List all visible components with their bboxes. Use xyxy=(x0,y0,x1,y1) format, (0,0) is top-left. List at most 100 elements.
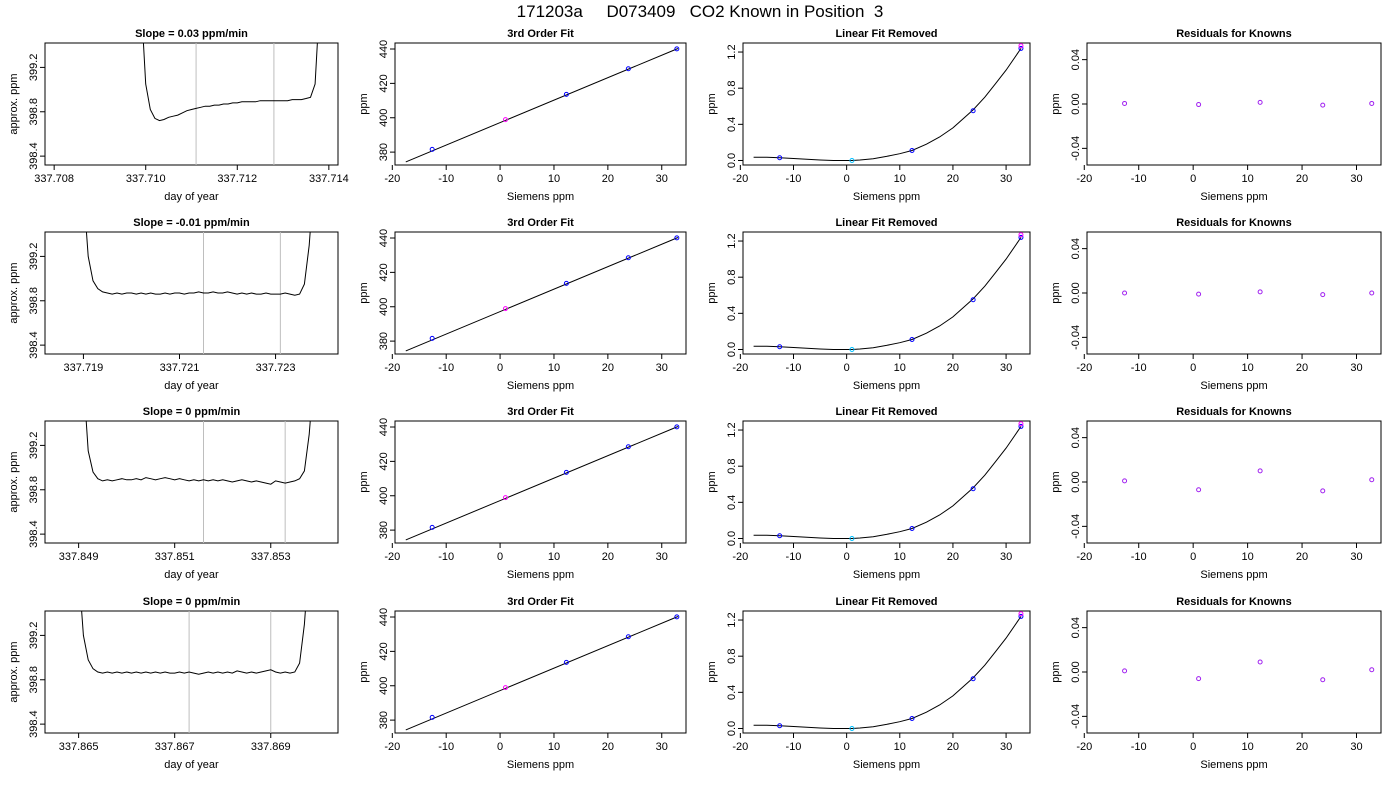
x-tick-label: -10 xyxy=(438,173,454,185)
y-tick-label: 400 xyxy=(378,487,390,505)
data-point xyxy=(1320,488,1326,494)
fit-line xyxy=(405,237,679,352)
y-tick-label: 399.2 xyxy=(28,243,40,271)
data-point xyxy=(625,634,631,640)
x-axis-label: Siemens ppm xyxy=(1200,380,1267,392)
y-tick-label: 0.00 xyxy=(1070,282,1082,303)
x-axis-label: Siemens ppm xyxy=(507,380,574,392)
panel-title: Linear Fit Removed xyxy=(835,28,937,40)
y-tick-label: 0.8 xyxy=(726,81,738,96)
data-point xyxy=(563,91,569,97)
data-point xyxy=(563,659,569,665)
data-point xyxy=(970,486,976,492)
plot-area xyxy=(405,616,679,731)
x-tick-label: 337.721 xyxy=(160,362,200,374)
data-point xyxy=(777,344,783,350)
panel-title: Residuals for Knowns xyxy=(1176,28,1292,40)
x-tick-label: 0 xyxy=(844,173,850,185)
x-axis-label: Siemens ppm xyxy=(507,569,574,581)
x-tick-label: -10 xyxy=(438,551,454,563)
data-point xyxy=(625,66,631,72)
x-axis-label: Siemens ppm xyxy=(507,191,574,203)
y-tick-label: 399.2 xyxy=(28,432,40,460)
x-tick-label: -20 xyxy=(732,362,748,374)
x-axis-label: day of year xyxy=(164,759,219,771)
plot-area xyxy=(405,426,679,541)
panel-title: Linear Fit Removed xyxy=(835,596,937,608)
fit-curve xyxy=(753,616,1022,729)
x-tick-label: 30 xyxy=(1350,362,1362,374)
data-point xyxy=(674,235,680,241)
x-tick-label: 10 xyxy=(894,362,906,374)
plot-frame xyxy=(742,42,1031,166)
plot-frame xyxy=(394,420,687,544)
data-point xyxy=(1257,659,1263,665)
x-tick-label: -20 xyxy=(732,551,748,563)
y-tick-label: 420 xyxy=(378,452,390,470)
panel-r2-c4: Residuals for Knowns -20 -10 0 10 20 30 -0.04 0.… xyxy=(1050,217,1382,392)
panel-r3-c1: Slope = 0 ppm/min 337.849 337.851 337.853 39… xyxy=(8,406,339,581)
data-point xyxy=(429,524,435,530)
y-tick-label: 420 xyxy=(378,74,390,92)
y-axis-label: approx. ppm xyxy=(8,73,20,134)
y-axis-label: approx. ppm xyxy=(8,262,20,323)
data-point xyxy=(1196,487,1202,493)
fit-curve xyxy=(753,237,1022,350)
y-tick-label: 0.04 xyxy=(1070,49,1082,70)
data-point xyxy=(1122,100,1128,106)
x-tick-label: -20 xyxy=(384,362,400,374)
y-tick-label: 0.04 xyxy=(1070,617,1082,638)
y-tick-label: 0.00 xyxy=(1070,93,1082,114)
y-tick-label: 440 xyxy=(378,40,390,58)
data-point xyxy=(849,725,855,731)
x-tick-label: 0 xyxy=(497,741,503,753)
y-tick-label: -0.04 xyxy=(1070,325,1082,350)
y-tick-label: 398.4 xyxy=(28,520,40,548)
y-tick-label: 0.0 xyxy=(726,721,738,736)
x-tick-label: 30 xyxy=(1000,173,1012,185)
data-point xyxy=(1018,45,1024,51)
panel-r1-c2: 3rd Order Fit -20 -10 0 10 20 30 380 400 420 440 Si… xyxy=(358,28,687,203)
data-point xyxy=(502,685,508,691)
x-axis-label: Siemens ppm xyxy=(853,191,920,203)
x-tick-label: 30 xyxy=(1350,551,1362,563)
y-tick-label: 0.0 xyxy=(726,531,738,546)
x-tick-label: 0 xyxy=(1190,551,1196,563)
data-point xyxy=(625,255,631,261)
data-point xyxy=(674,424,680,430)
x-tick-label: 10 xyxy=(548,551,560,563)
x-axis-label: Siemens ppm xyxy=(853,759,920,771)
x-tick-label: -10 xyxy=(1131,362,1147,374)
y-tick-label: 440 xyxy=(378,418,390,436)
y-axis-label: ppm xyxy=(358,661,370,682)
panel-r4-c4: Residuals for Knowns -20 -10 0 10 20 30 -0.04 0.… xyxy=(1050,596,1382,771)
data-point xyxy=(1369,667,1375,673)
data-point xyxy=(1018,232,1024,238)
x-tick-label: 30 xyxy=(1000,362,1012,374)
data-point xyxy=(429,714,435,720)
panel-r3-c2: 3rd Order Fit -20 -10 0 10 20 30 380 400 420 440 Si… xyxy=(358,406,687,581)
panel-r2-c3: Linear Fit Removed -20 -10 0 10 20 30 0.0 0.4 0.8… xyxy=(706,217,1031,392)
data-line xyxy=(81,611,306,675)
x-tick-label: 20 xyxy=(602,173,614,185)
plot-frame xyxy=(44,42,339,166)
y-tick-label: 0.00 xyxy=(1070,661,1082,682)
x-tick-label: 337.714 xyxy=(309,173,349,185)
y-axis-label: ppm xyxy=(1050,282,1062,303)
panel-title: Slope = 0.03 ppm/min xyxy=(135,28,248,40)
x-tick-label: 337.723 xyxy=(256,362,296,374)
plot-area xyxy=(85,421,311,543)
data-point xyxy=(909,148,915,154)
x-axis-label: Siemens ppm xyxy=(507,759,574,771)
data-line xyxy=(142,43,318,122)
data-point xyxy=(1018,611,1024,617)
x-tick-label: 30 xyxy=(1350,173,1362,185)
plot-frame xyxy=(742,231,1031,355)
data-point xyxy=(1122,290,1128,296)
data-point xyxy=(1320,292,1326,298)
panel-title: Linear Fit Removed xyxy=(835,406,937,418)
panel-r2-c1: Slope = -0.01 ppm/min 337.719 337.721 337.7… xyxy=(8,217,339,392)
y-axis-label: ppm xyxy=(1050,471,1062,492)
data-point xyxy=(970,676,976,682)
